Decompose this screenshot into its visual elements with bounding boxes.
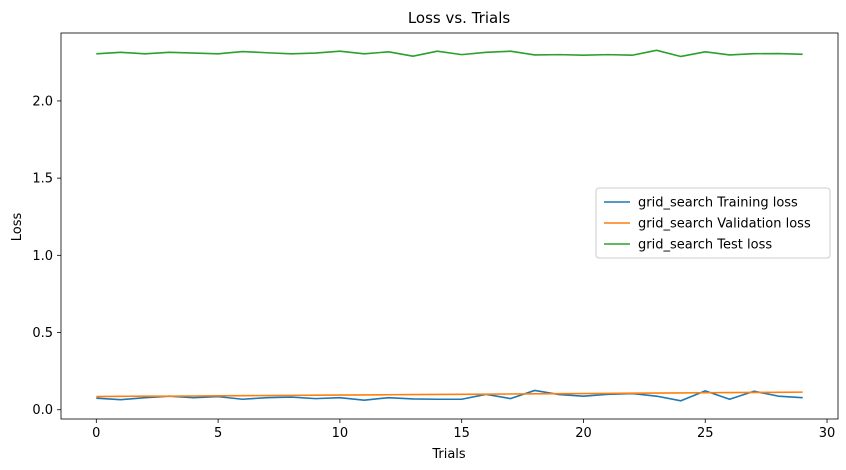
chart-title: Loss vs. Trials xyxy=(408,9,511,27)
plot-area xyxy=(60,32,839,420)
x-tick-label: 10 xyxy=(332,426,349,441)
series-lines xyxy=(96,49,803,402)
series-line-2 xyxy=(96,391,803,398)
y-tick-label: 2.0 xyxy=(32,94,53,109)
legend-label-1: grid_search Training loss xyxy=(638,196,798,211)
legend-label-2: grid_search Validation loss xyxy=(638,217,811,232)
legend-label-3: grid_search Test loss xyxy=(638,238,772,253)
y-tick-label: 1.5 xyxy=(32,172,53,187)
series-line-1 xyxy=(96,389,803,402)
legend-box xyxy=(595,187,831,259)
series-line-3 xyxy=(96,49,803,58)
y-tick-label: 1.0 xyxy=(32,249,53,264)
x-tick-label: 0 xyxy=(92,426,100,441)
x-tick-label: 5 xyxy=(214,426,222,441)
axis-ticks: 0 5 10 15 20 25 30 0.0 0.5 1.0 1.5 2.0 xyxy=(32,94,835,441)
plot-frame xyxy=(60,32,839,420)
x-tick-label: 30 xyxy=(819,426,836,441)
y-tick-label: 0.5 xyxy=(32,326,53,341)
y-axis-label: Loss xyxy=(10,213,25,242)
y-tick-label: 0.0 xyxy=(32,403,53,418)
x-tick-label: 15 xyxy=(453,426,470,441)
legend: grid_search Training loss grid_search Val… xyxy=(595,187,831,259)
x-tick-label: 20 xyxy=(575,426,592,441)
x-axis-label: Trials xyxy=(431,447,466,462)
x-tick-label: 25 xyxy=(697,426,714,441)
